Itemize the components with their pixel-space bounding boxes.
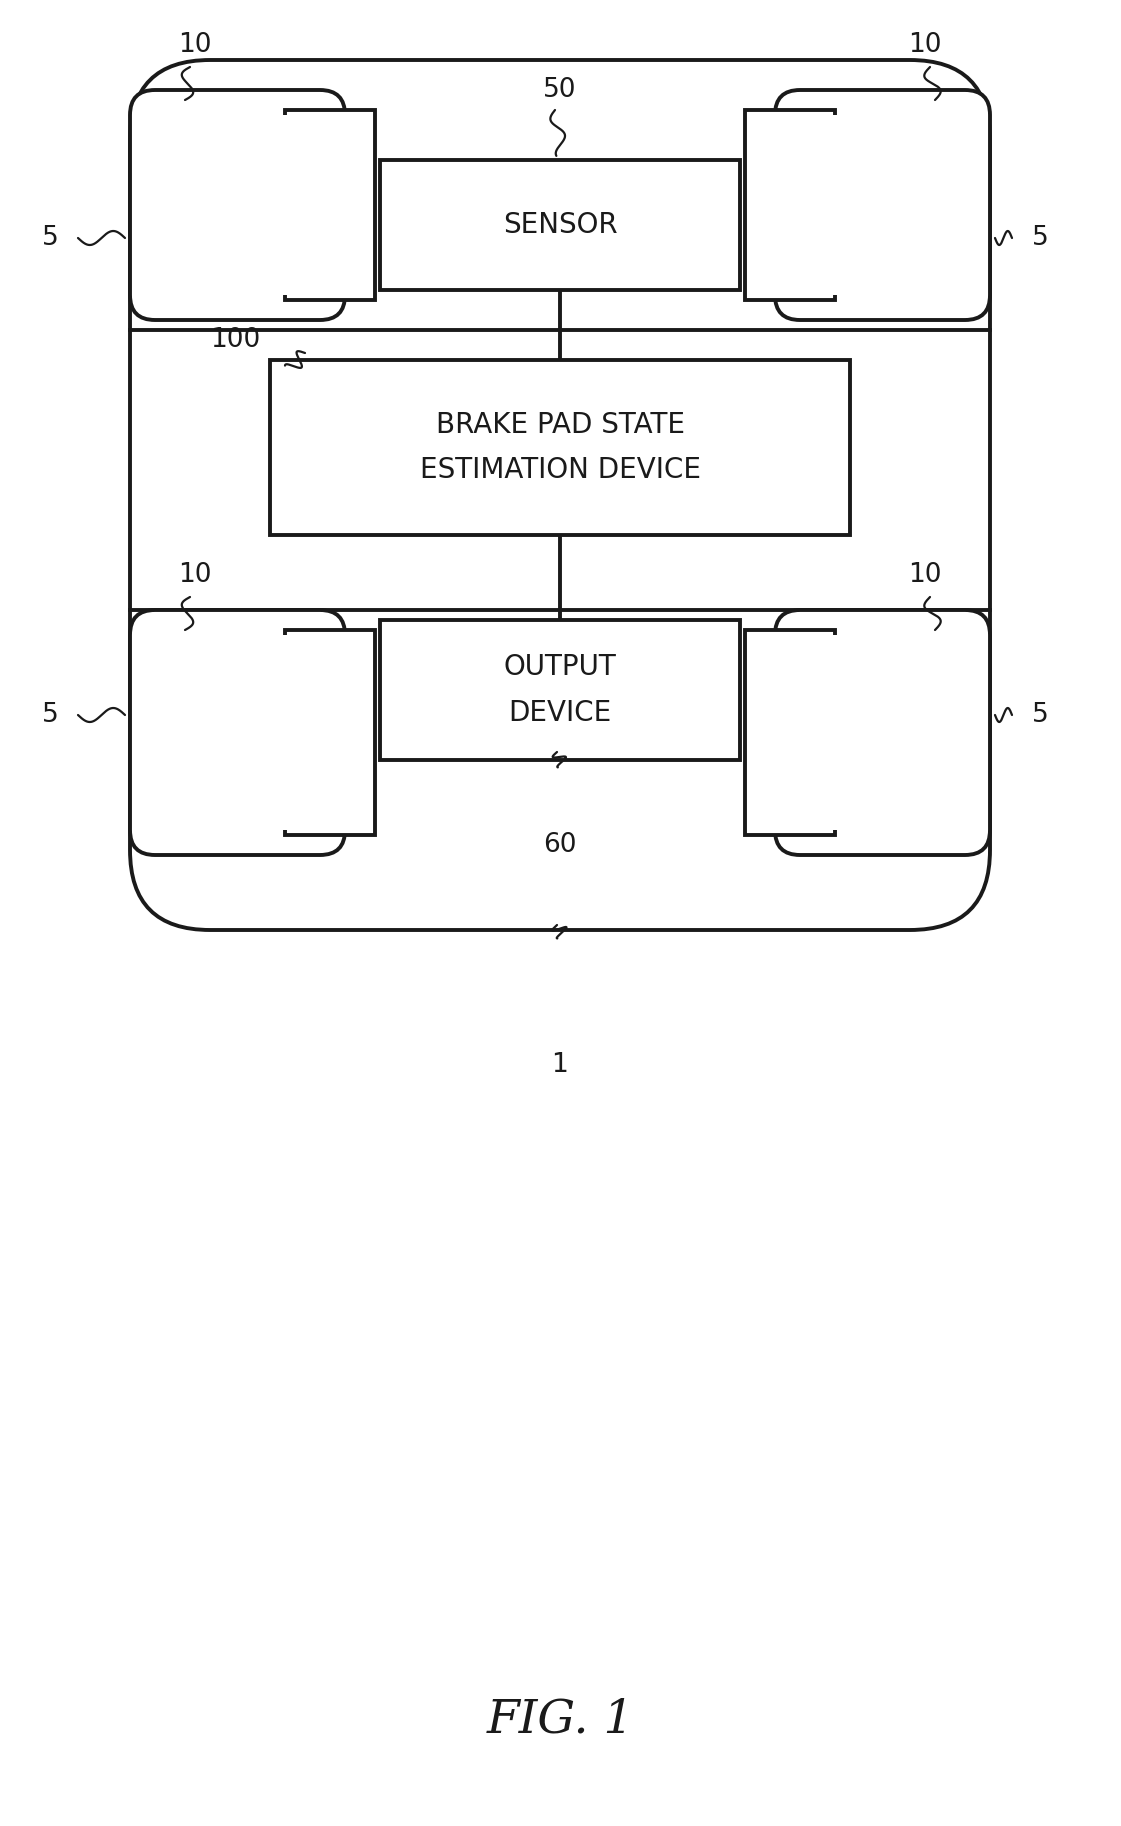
Text: OUTPUT
DEVICE: OUTPUT DEVICE	[503, 654, 617, 727]
Text: 5: 5	[1031, 225, 1048, 250]
Bar	[285, 630, 376, 834]
Bar	[745, 110, 835, 299]
Text: 10: 10	[908, 33, 942, 58]
Text: FIG. 1: FIG. 1	[487, 1698, 634, 1742]
Text: 50: 50	[544, 77, 576, 102]
Bar	[270, 115, 348, 296]
FancyBboxPatch shape	[130, 60, 990, 929]
Bar	[775, 635, 852, 831]
Text: SENSOR: SENSOR	[502, 212, 618, 239]
Text: 5: 5	[1031, 701, 1048, 729]
Text: 1: 1	[552, 1052, 568, 1077]
Bar	[380, 621, 740, 760]
Bar	[380, 161, 740, 290]
Text: 10: 10	[178, 33, 212, 58]
Bar	[745, 630, 835, 834]
Bar	[270, 360, 850, 535]
FancyBboxPatch shape	[130, 610, 345, 855]
FancyBboxPatch shape	[775, 89, 990, 320]
Text: 5: 5	[41, 701, 58, 729]
Text: 5: 5	[41, 225, 58, 250]
Text: 10: 10	[908, 562, 942, 588]
Bar	[285, 110, 376, 299]
Text: BRAKE PAD STATE
ESTIMATION DEVICE: BRAKE PAD STATE ESTIMATION DEVICE	[419, 411, 701, 484]
Bar	[775, 115, 852, 296]
FancyBboxPatch shape	[775, 610, 990, 855]
Text: 100: 100	[210, 327, 260, 352]
FancyBboxPatch shape	[130, 89, 345, 320]
Text: 10: 10	[178, 562, 212, 588]
Text: 60: 60	[544, 833, 576, 858]
Bar	[270, 635, 348, 831]
